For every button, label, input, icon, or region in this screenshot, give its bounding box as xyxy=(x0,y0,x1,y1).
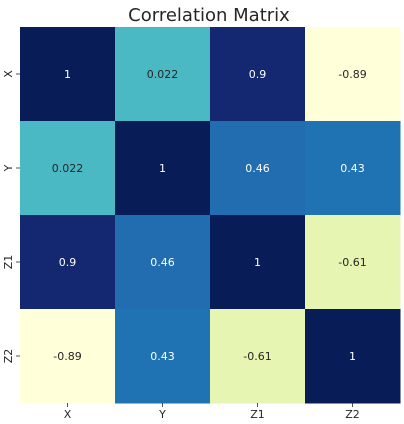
heatmap-cell-Z1-X xyxy=(20,215,116,310)
heatmap-cell-Z1-Y xyxy=(115,215,211,310)
x-tick-label-Z1: Z1 xyxy=(250,408,265,421)
cell-value-label: -0.89 xyxy=(53,350,81,363)
y-axis-ticks: X Y Z1 Z2 xyxy=(2,70,20,364)
heatmap-cell-Y-Z1 xyxy=(210,121,306,216)
heatmap-cell-X-Z2 xyxy=(305,27,401,122)
cell-value-label: 0.46 xyxy=(245,162,270,175)
heatmap-cell-Z1-Z1 xyxy=(210,215,306,310)
x-tick-label-Z2: Z2 xyxy=(345,408,360,421)
heatmap-cell-Y-Z2 xyxy=(305,121,401,216)
heatmap-cells: 1 0.022 0.9 -0.89 0.022 1 0.46 0.43 0.9 0.46 1 -0.6… xyxy=(20,27,401,404)
cell-value-label: -0.89 xyxy=(338,68,366,81)
cell-value-label: -0.61 xyxy=(338,256,366,269)
x-axis-ticks: X Y Z1 Z2 xyxy=(64,403,360,421)
heatmap-cell-X-Y xyxy=(115,27,211,122)
heatmap-cell-Z2-Z1 xyxy=(210,309,306,404)
heatmap-cell-Y-X xyxy=(20,121,116,216)
x-tick-label-Y: Y xyxy=(158,408,166,421)
cell-value-label: 0.46 xyxy=(150,256,175,269)
cell-value-label: 1 xyxy=(64,68,71,81)
heatmap-cell-Y-Y xyxy=(115,121,211,216)
cell-value-label: 0.9 xyxy=(249,68,267,81)
cell-value-label: 1 xyxy=(254,256,261,269)
y-tick-label-Z1: Z1 xyxy=(2,255,15,270)
cell-value-label: 0.022 xyxy=(52,162,84,175)
heatmap-cell-X-Z1 xyxy=(210,27,306,122)
heatmap-cell-Z2-Z2 xyxy=(305,309,401,404)
cell-value-label: 1 xyxy=(159,162,166,175)
cell-value-label: 0.022 xyxy=(147,68,179,81)
heatmap-cell-Z2-Y xyxy=(115,309,211,404)
cell-value-label: 0.43 xyxy=(150,350,175,363)
heatmap-cell-Z1-Z2 xyxy=(305,215,401,310)
cell-value-label: -0.61 xyxy=(243,350,271,363)
heatmap-cell-X-X xyxy=(20,27,116,122)
cell-value-label: 0.43 xyxy=(340,162,365,175)
y-tick-label-X: X xyxy=(2,70,15,78)
y-tick-label-Y: Y xyxy=(2,164,15,172)
chart-title: Correlation Matrix xyxy=(128,5,290,26)
y-tick-label-Z2: Z2 xyxy=(2,349,15,364)
x-tick-label-X: X xyxy=(64,408,72,421)
heatmap-cell-Z2-X xyxy=(20,309,116,404)
cell-value-label: 1 xyxy=(349,350,356,363)
cell-value-label: 0.9 xyxy=(59,256,77,269)
